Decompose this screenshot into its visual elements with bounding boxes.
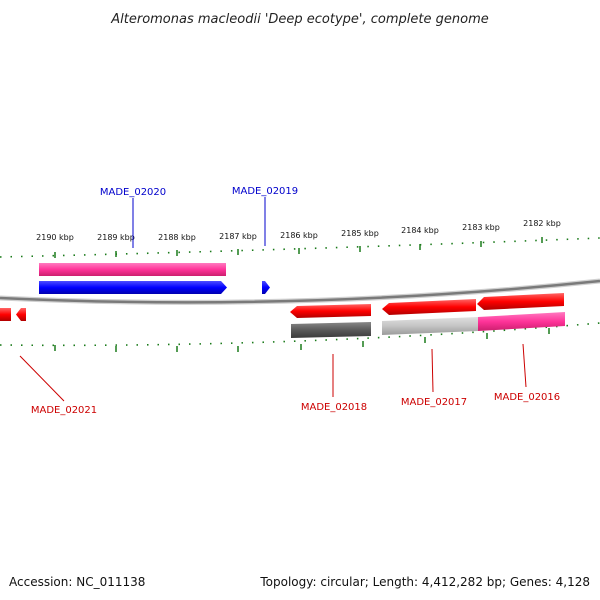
scale-label: 2182 kbp — [523, 219, 561, 228]
scale-label: 2184 kbp — [401, 226, 439, 235]
feature-light-grey — [382, 317, 478, 335]
outer-tick-ring — [0, 237, 600, 258]
gene-arrow-made-02021 — [0, 308, 11, 321]
gene-label-made-02021[interactable]: MADE_02021 — [31, 405, 97, 416]
gene-label-made-02016[interactable]: MADE_02016 — [494, 392, 560, 403]
gene-arrow-made-02018 — [290, 304, 371, 318]
map-title: Alteromonas macleodii 'Deep ecotype', co… — [110, 12, 488, 27]
scale-label: 2189 kbp — [97, 233, 135, 242]
leader-made-02016 — [522, 343, 527, 388]
scale-label: 2188 kbp — [158, 233, 196, 242]
gene-label-made-02019[interactable]: MADE_02019 — [232, 186, 298, 197]
scale-label: 2186 kbp — [280, 231, 318, 240]
gene-arrow-made-02020 — [39, 281, 227, 294]
gene-arrow-made-02016 — [477, 293, 564, 310]
gene-label-made-02020[interactable]: MADE_02020 — [100, 187, 166, 198]
feature-pink-reverse — [478, 312, 565, 331]
gene-arrow-made-02017 — [382, 299, 476, 315]
accession-text: Accession: NC_011138 — [9, 575, 145, 589]
scale-label: 2187 kbp — [219, 232, 257, 241]
inner-tick-ring — [0, 322, 600, 347]
gene-label-made-02018[interactable]: MADE_02018 — [301, 402, 367, 413]
leader-made-02017 — [431, 348, 434, 393]
gene-arrow-made-02019 — [262, 281, 270, 294]
feature-pink-forward — [39, 263, 226, 276]
genome-backbone-core — [0, 279, 600, 304]
outer-major-ticks — [54, 237, 543, 258]
scale-label: 2183 kbp — [462, 223, 500, 232]
leader-made-02021 — [19, 355, 65, 402]
topology-text: Topology: circular; Length: 4,412,282 bp… — [259, 575, 590, 589]
scale-label: 2190 kbp — [36, 233, 74, 242]
scale-label: 2185 kbp — [341, 229, 379, 238]
scale-labels: 2190 kbp 2189 kbp 2188 kbp 2187 kbp 2186… — [36, 219, 561, 242]
inner-major-ticks — [54, 328, 550, 352]
feature-dark-grey — [291, 322, 371, 338]
gene-label-made-02017[interactable]: MADE_02017 — [401, 397, 467, 408]
gene-arrow-made-02021-b — [16, 308, 26, 321]
